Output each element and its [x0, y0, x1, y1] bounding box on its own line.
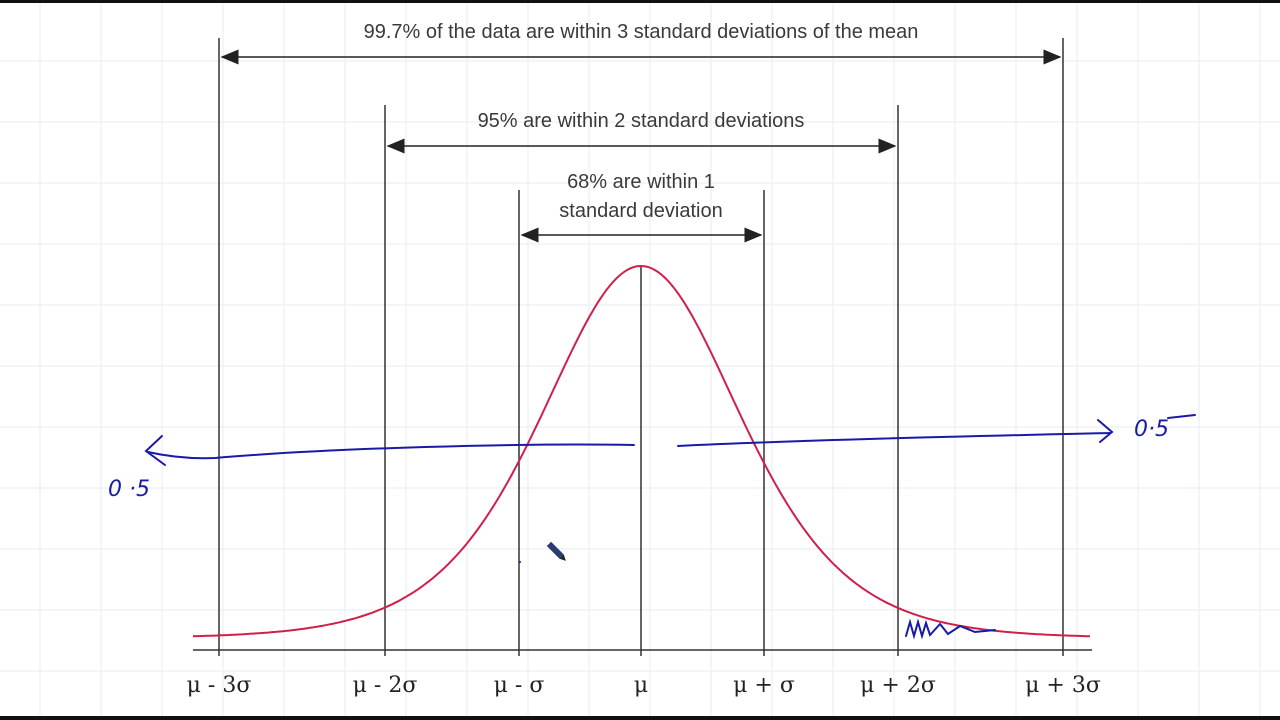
handwritten-label: 0 ·5 [108, 477, 150, 502]
annotation-2sd: 95% are within 2 standard deviations [478, 110, 805, 132]
left-arrowhead [144, 435, 166, 466]
stroke [1167, 414, 1196, 419]
dot [519, 561, 521, 563]
right-arrowhead [1097, 419, 1114, 443]
handwriting: 0·5 0 ·5 [108, 414, 1196, 640]
annotation-1sd: standard deviation [559, 200, 722, 222]
axis-label: μ + 3σ [1025, 673, 1101, 698]
bell-curve [192, 264, 1091, 638]
sd-lines [193, 38, 1092, 656]
scribble [905, 618, 996, 640]
top-border [0, 0, 1280, 3]
axis-label: μ - 3σ [187, 673, 252, 698]
axis-label: μ [634, 673, 648, 698]
axis-label: μ - σ [494, 673, 545, 698]
handwritten-label: 0·5 [1134, 417, 1169, 442]
pen-cursor [546, 541, 566, 561]
axis-label: μ + σ [733, 673, 795, 698]
left-arrow [147, 443, 635, 460]
right-arrow [677, 432, 1111, 447]
bottom-border [0, 716, 1280, 720]
axis-label: μ - 2σ [353, 673, 418, 698]
axis-label: μ + 2σ [860, 673, 936, 698]
pen-body [546, 541, 564, 559]
annotation-3sd: 99.7% of the data are within 3 standard … [364, 21, 919, 43]
annotation-1sd: 68% are within 1 [567, 171, 715, 193]
